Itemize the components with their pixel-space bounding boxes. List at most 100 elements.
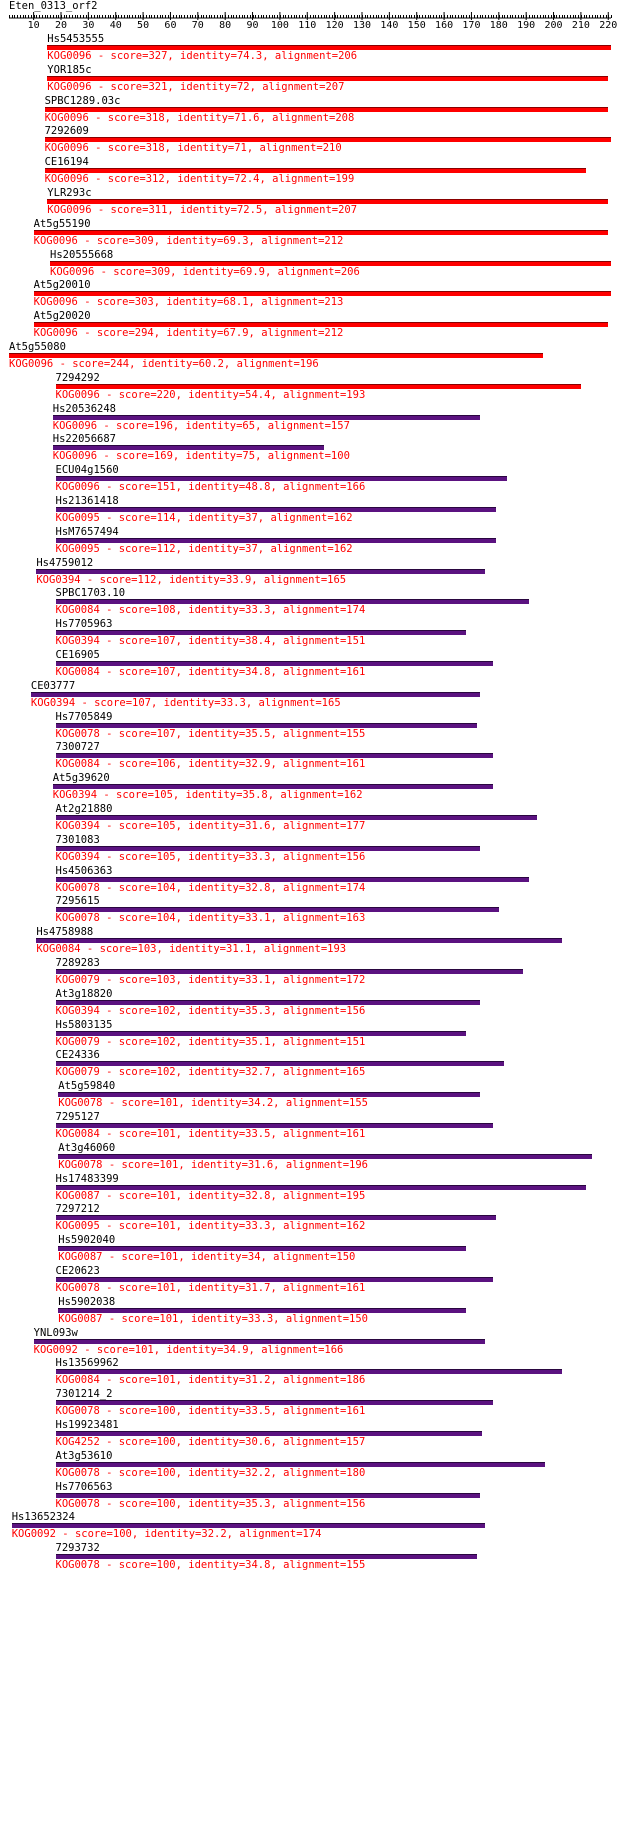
hit-name[interactable]: CE03777 (30, 679, 76, 692)
hit-bar[interactable] (58, 1153, 592, 1159)
hit-bar[interactable] (55, 1431, 483, 1436)
hit-bar[interactable] (55, 1400, 494, 1406)
hit-bar[interactable] (33, 1338, 486, 1344)
hit-name[interactable]: 7292609 (44, 125, 89, 138)
hit-bar[interactable] (33, 322, 609, 328)
hit-name[interactable]: YNL093w (33, 1326, 78, 1339)
hit-name[interactable]: 7295127 (55, 1111, 100, 1123)
hit-bar[interactable] (55, 907, 499, 913)
hit-bar[interactable] (55, 845, 480, 851)
hit-name[interactable]: HsM7657494 (55, 525, 119, 538)
hit-bar[interactable] (36, 568, 486, 574)
hit-bar[interactable] (55, 1554, 477, 1560)
hit-name[interactable]: CE16905 (55, 649, 100, 661)
hit-bar[interactable] (50, 260, 611, 266)
hit-bar[interactable] (55, 599, 529, 605)
hit-bar[interactable] (55, 876, 529, 882)
hit-bar[interactable] (55, 753, 494, 759)
hit-bar[interactable] (36, 938, 562, 944)
hit-bar[interactable] (33, 229, 609, 235)
hit-bar[interactable] (55, 1215, 497, 1221)
hit-name[interactable]: At2g21880 (55, 803, 113, 815)
hit-name[interactable]: CE16194 (44, 156, 89, 169)
hit-bar[interactable] (55, 1277, 494, 1282)
hit-name[interactable]: Hs5453555 (47, 33, 105, 45)
hit-name[interactable]: CE24336 (55, 1049, 100, 1062)
hit-name[interactable]: YOR185c (47, 63, 92, 76)
hit-name[interactable]: Hs5902038 (58, 1295, 116, 1308)
hit-bar[interactable] (44, 106, 609, 112)
hit-name[interactable]: At3g53610 (55, 1449, 113, 1462)
hit-name[interactable]: 7300727 (55, 741, 100, 754)
hit-name[interactable]: 7294292 (55, 371, 100, 384)
hit-name[interactable]: Hs19923481 (55, 1419, 119, 1431)
hit-name[interactable]: 7297212 (55, 1203, 100, 1216)
hit-name[interactable]: Hs17483399 (55, 1172, 119, 1185)
hit-bar[interactable] (55, 722, 477, 728)
hit-bar[interactable] (55, 661, 494, 666)
hit-name[interactable]: 7301083 (55, 833, 100, 846)
hit-name[interactable]: Hs13652324 (11, 1511, 75, 1524)
hit-name[interactable]: YLR293c (47, 187, 92, 199)
hit-bar[interactable] (33, 291, 611, 297)
hit-bar[interactable] (44, 168, 587, 174)
hit-name[interactable]: Hs13569962 (55, 1357, 119, 1370)
hit-bar[interactable] (55, 537, 497, 543)
hit-bar[interactable] (11, 1523, 486, 1529)
hit-name[interactable]: SPBC1289.03c (44, 94, 121, 107)
hit-name[interactable]: Hs20555668 (50, 248, 114, 261)
hit-name[interactable]: Hs5902040 (58, 1234, 116, 1247)
hit-name[interactable]: Hs4506363 (55, 864, 113, 877)
hit-bar[interactable] (9, 353, 543, 358)
hit-bar[interactable] (55, 1123, 494, 1128)
hit-name[interactable]: Hs7705963 (55, 618, 113, 631)
hit-name[interactable]: Hs7706563 (55, 1480, 113, 1493)
hit-bar[interactable] (58, 1246, 466, 1252)
hit-bar[interactable] (58, 1307, 466, 1313)
hit-bar[interactable] (44, 137, 611, 143)
hit-name[interactable]: Hs22056687 (52, 433, 116, 446)
hit-name[interactable]: Hs4758988 (36, 926, 94, 939)
hit-bar[interactable] (55, 1030, 466, 1036)
hit-name[interactable]: At5g20010 (33, 279, 91, 292)
hit-name[interactable]: 7295615 (55, 895, 100, 908)
hit-bar[interactable] (47, 45, 611, 50)
hit-name[interactable]: SPBC1703.10 (55, 587, 126, 600)
hit-bar[interactable] (52, 784, 494, 790)
hit-name[interactable]: At5g59840 (58, 1080, 116, 1093)
hit-name[interactable]: At5g20020 (33, 310, 91, 323)
hit-bar[interactable] (52, 445, 324, 451)
hit-bar[interactable] (55, 1461, 546, 1467)
hit-bar[interactable] (55, 1492, 480, 1498)
hit-name[interactable]: At3g18820 (55, 987, 113, 1000)
hit-bar[interactable] (55, 630, 466, 636)
hit-bar[interactable] (55, 1061, 505, 1067)
hit-bar[interactable] (58, 1092, 480, 1098)
hit-name[interactable]: 7301214_2 (55, 1388, 113, 1401)
hit-name[interactable]: Hs20536248 (52, 402, 116, 415)
hit-name[interactable]: CE20623 (55, 1265, 100, 1277)
hit-name[interactable]: ECU04g1560 (55, 464, 119, 477)
hit-name[interactable]: At3g46060 (58, 1141, 116, 1154)
hit-bar[interactable] (55, 969, 524, 974)
hit-name[interactable]: Hs4759012 (36, 556, 94, 569)
hit-name[interactable]: At5g55080 (9, 341, 66, 353)
hit-name[interactable]: Hs21361418 (55, 495, 119, 507)
hit-bar[interactable] (47, 75, 609, 81)
hit-bar[interactable] (55, 815, 538, 820)
hit-bar[interactable] (52, 414, 480, 420)
hit-name[interactable]: At5g55190 (33, 217, 91, 230)
hit-bar[interactable] (55, 507, 497, 512)
hit-bar[interactable] (55, 476, 508, 482)
hit-name[interactable]: 7289283 (55, 957, 100, 969)
hit-bar[interactable] (55, 1369, 562, 1375)
hit-name[interactable]: Hs5803135 (55, 1018, 113, 1031)
hit-name[interactable]: 7293732 (55, 1542, 100, 1555)
hit-bar[interactable] (55, 999, 480, 1005)
hit-bar[interactable] (47, 199, 609, 204)
hit-name[interactable]: Hs7705849 (55, 710, 113, 723)
hit-bar[interactable] (55, 1184, 587, 1190)
hit-bar[interactable] (30, 691, 480, 697)
hit-bar[interactable] (55, 383, 581, 389)
hit-name[interactable]: At5g39620 (52, 772, 110, 785)
